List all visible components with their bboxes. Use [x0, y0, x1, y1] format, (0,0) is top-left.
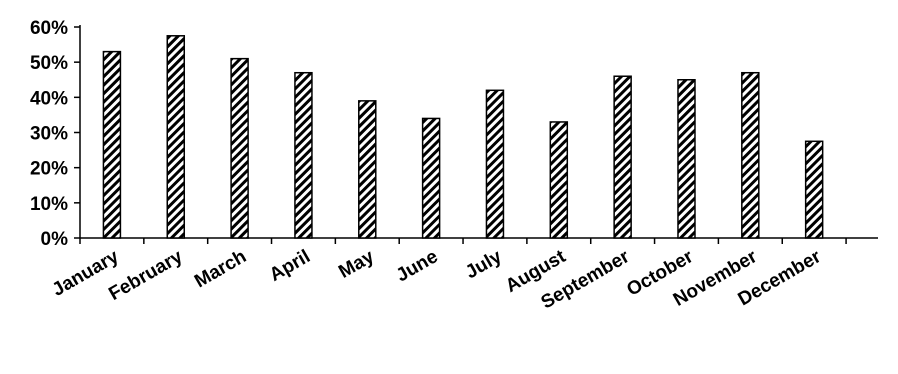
y-tick-label: 50%	[30, 53, 68, 74]
y-axis: 0% 10% 20% 30% 40% 50% 60%	[30, 18, 81, 250]
bar-july	[485, 89, 505, 239]
bar-august	[549, 121, 569, 239]
y-tick-label: 60%	[30, 18, 68, 39]
y-tick-label: 30%	[30, 124, 68, 145]
bar-september	[613, 75, 632, 239]
x-tick-label-july: July	[462, 246, 506, 283]
bar-november	[741, 71, 760, 239]
x-tick-label-february: February	[105, 246, 186, 305]
y-tick-label: 0%	[41, 229, 69, 250]
bar-february	[166, 35, 186, 239]
x-tick-label-june: June	[393, 246, 442, 286]
bar-march	[230, 57, 249, 239]
x-tick-label-march: March	[191, 246, 250, 292]
y-tick-label: 10%	[30, 194, 68, 215]
y-tick-label: 20%	[30, 159, 68, 180]
bar-may	[358, 100, 377, 239]
bar-april	[294, 71, 313, 239]
bars	[102, 35, 824, 239]
bar-october	[677, 79, 696, 239]
bar-december	[804, 140, 824, 239]
bar-january	[102, 50, 122, 239]
y-tick-label: 40%	[30, 88, 68, 109]
x-tick-label-may: May	[335, 246, 378, 283]
x-tick-label-april: April	[266, 246, 314, 286]
bar-june	[421, 117, 441, 239]
